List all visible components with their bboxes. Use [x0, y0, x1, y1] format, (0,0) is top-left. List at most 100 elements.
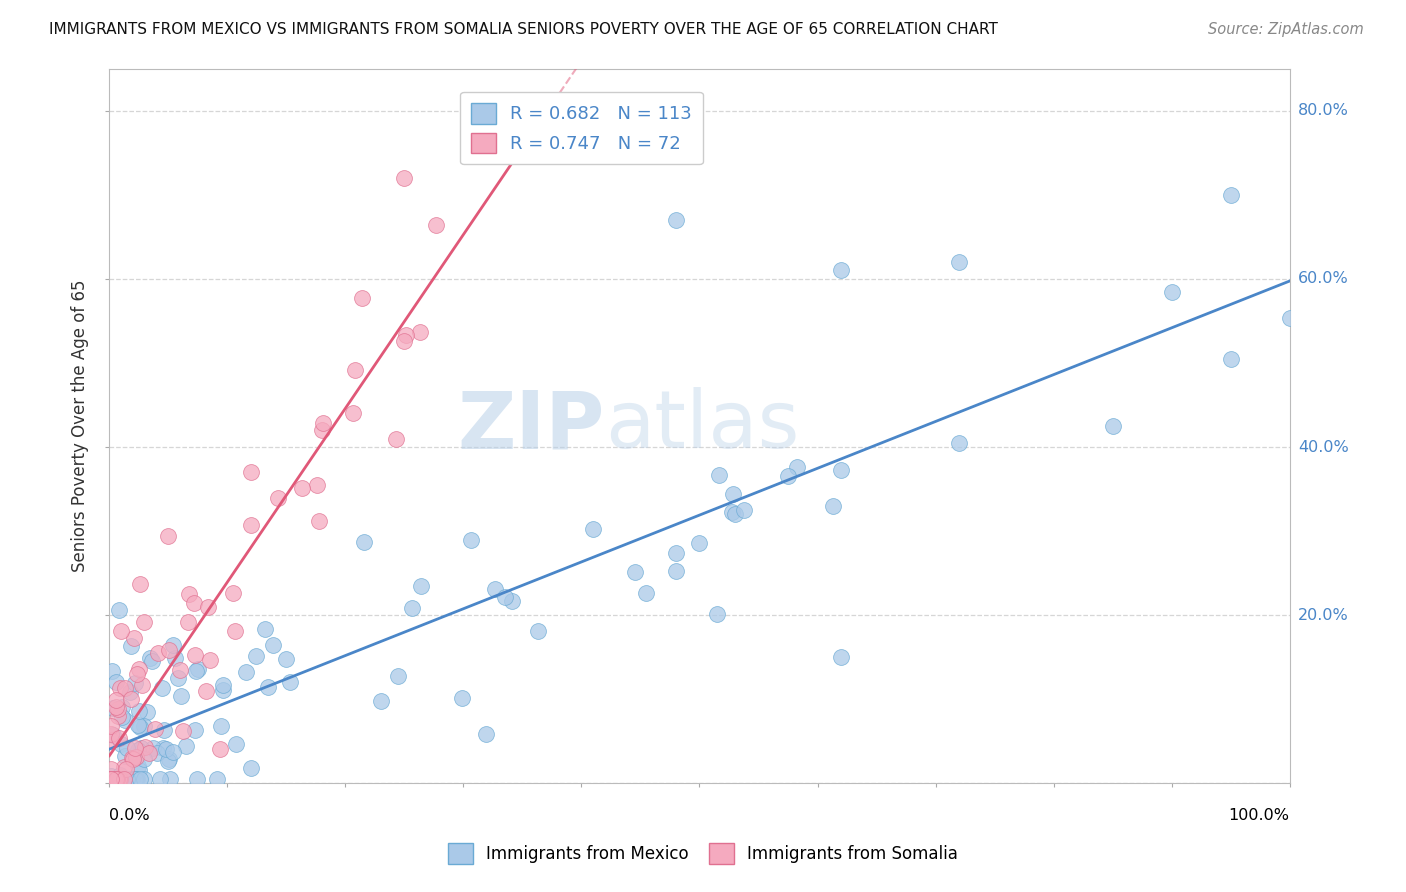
Point	[262, 638, 284, 652]
Point	[110, 737, 132, 751]
Point	[209, 742, 232, 756]
Point	[385, 432, 408, 446]
Point	[111, 710, 134, 724]
Point	[101, 701, 124, 715]
Point	[114, 749, 136, 764]
Point	[100, 727, 122, 741]
Point	[148, 646, 170, 660]
Point	[105, 772, 128, 787]
Point	[460, 533, 482, 547]
Point	[134, 752, 156, 766]
Point	[157, 643, 180, 657]
Point	[162, 638, 184, 652]
Point	[186, 664, 208, 678]
Point	[401, 601, 423, 615]
Point	[105, 772, 128, 786]
Point	[128, 662, 150, 676]
Point	[724, 507, 747, 521]
Point	[245, 649, 267, 664]
Point	[1219, 187, 1241, 202]
Point	[115, 772, 138, 787]
Point	[665, 213, 688, 227]
Text: 0.0%: 0.0%	[110, 808, 150, 823]
Point	[474, 727, 496, 741]
Point	[155, 742, 177, 756]
Point	[290, 481, 312, 495]
Point	[527, 624, 550, 638]
Point	[157, 752, 180, 766]
Point	[112, 760, 135, 774]
Point	[121, 752, 143, 766]
Point	[786, 459, 808, 474]
Point	[830, 263, 852, 277]
Point	[103, 772, 125, 787]
Point	[312, 417, 335, 431]
Point	[138, 746, 160, 760]
Point	[100, 772, 122, 787]
Point	[494, 590, 516, 604]
Point	[197, 600, 219, 615]
Point	[105, 693, 128, 707]
Point	[105, 772, 128, 787]
Point	[665, 565, 688, 579]
Text: ZIP: ZIP	[458, 387, 605, 465]
Point	[146, 746, 169, 760]
Point	[149, 772, 172, 786]
Point	[224, 624, 246, 638]
Point	[484, 582, 506, 596]
Legend: R = 0.682   N = 113, R = 0.747   N = 72: R = 0.682 N = 113, R = 0.747 N = 72	[460, 92, 703, 164]
Point	[100, 772, 122, 787]
Point	[501, 594, 523, 608]
Point	[207, 772, 229, 787]
Point	[128, 772, 150, 787]
Point	[451, 690, 474, 705]
Point	[187, 662, 209, 676]
Point	[120, 772, 142, 787]
Point	[125, 772, 148, 787]
Text: atlas: atlas	[605, 387, 800, 465]
Point	[1101, 419, 1123, 434]
Point	[706, 607, 728, 621]
Point	[110, 624, 132, 639]
Point	[100, 772, 122, 787]
Point	[778, 468, 800, 483]
Point	[141, 654, 163, 668]
Point	[121, 772, 143, 787]
Point	[239, 761, 262, 775]
Point	[108, 767, 131, 781]
Point	[636, 586, 658, 600]
Point	[157, 529, 180, 543]
Point	[124, 772, 146, 787]
Point	[122, 631, 145, 645]
Point	[169, 664, 191, 678]
Point	[107, 702, 129, 716]
Point	[135, 705, 157, 719]
Point	[222, 585, 245, 599]
Point	[156, 754, 179, 768]
Point	[115, 741, 138, 756]
Point	[118, 685, 141, 699]
Point	[127, 742, 149, 756]
Point	[948, 255, 970, 269]
Point	[350, 291, 373, 305]
Point	[128, 576, 150, 591]
Text: 60.0%: 60.0%	[1298, 271, 1348, 286]
Point	[108, 681, 131, 695]
Point	[1219, 352, 1241, 367]
Point	[115, 762, 138, 776]
Point	[105, 700, 128, 714]
Point	[108, 772, 131, 787]
Text: 80.0%: 80.0%	[1298, 103, 1348, 118]
Point	[100, 772, 122, 787]
Point	[107, 602, 129, 616]
Point	[120, 772, 142, 787]
Point	[127, 759, 149, 773]
Point	[254, 622, 277, 636]
Point	[104, 772, 127, 787]
Y-axis label: Seniors Poverty Over the Age of 65: Seniors Poverty Over the Age of 65	[72, 280, 89, 573]
Point	[278, 675, 301, 690]
Point	[209, 719, 232, 733]
Text: Source: ZipAtlas.com: Source: ZipAtlas.com	[1208, 22, 1364, 37]
Point	[308, 514, 330, 528]
Point	[124, 741, 146, 756]
